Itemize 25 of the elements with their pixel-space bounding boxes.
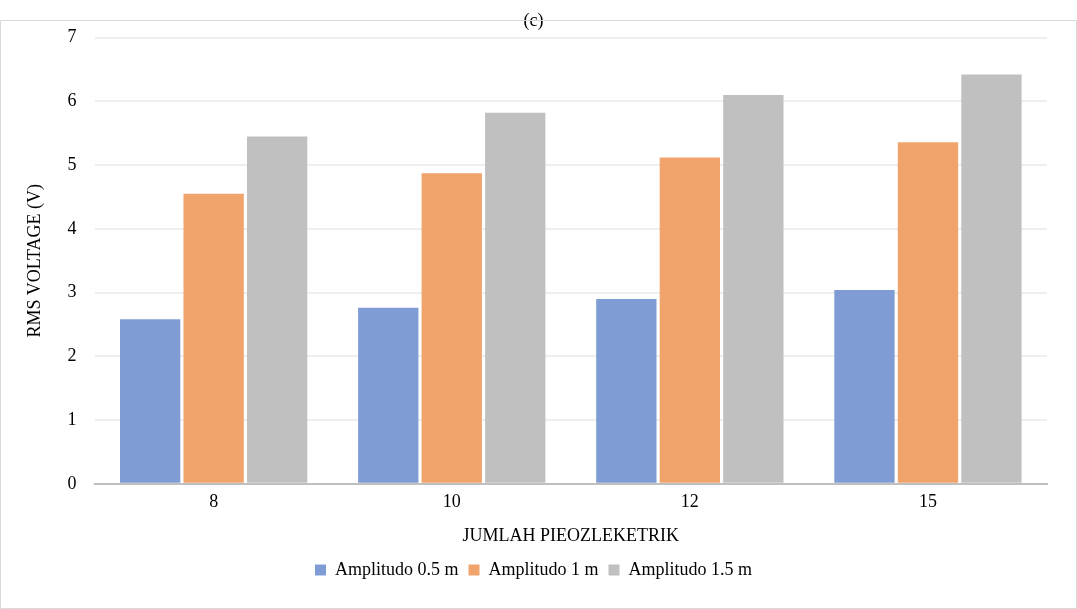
bar bbox=[358, 307, 419, 483]
bar bbox=[596, 298, 657, 483]
legend-label: Amplitudo 1.5 m bbox=[628, 558, 753, 579]
y-tick-label: 7 bbox=[67, 26, 77, 47]
x-tick-label: 15 bbox=[918, 491, 937, 512]
bar bbox=[183, 193, 244, 483]
bar bbox=[834, 290, 895, 483]
legend-label: Amplitudo 1 m bbox=[488, 558, 599, 579]
x-tick-label: 12 bbox=[680, 491, 699, 512]
y-tick-label: 4 bbox=[67, 217, 77, 238]
bar bbox=[421, 173, 482, 483]
y-tick-label: 5 bbox=[67, 153, 77, 174]
y-tick-label: 3 bbox=[67, 281, 77, 302]
legend-label: Amplitudo 0.5 m bbox=[334, 558, 459, 579]
y-axis-title: RMS VOLTAGE (V) bbox=[23, 183, 45, 338]
x-tick-label: 10 bbox=[442, 491, 461, 512]
y-tick-label: 2 bbox=[67, 345, 77, 366]
x-axis-title: JUMLAH PIEOZLEKETRIK bbox=[462, 524, 680, 545]
y-tick-label: 6 bbox=[67, 90, 77, 111]
bar bbox=[897, 142, 959, 483]
y-tick-label: 1 bbox=[67, 408, 77, 429]
bar bbox=[120, 319, 181, 483]
bar bbox=[659, 157, 721, 483]
y-tick-label: 0 bbox=[67, 472, 77, 493]
x-tick-label: 8 bbox=[209, 491, 219, 512]
